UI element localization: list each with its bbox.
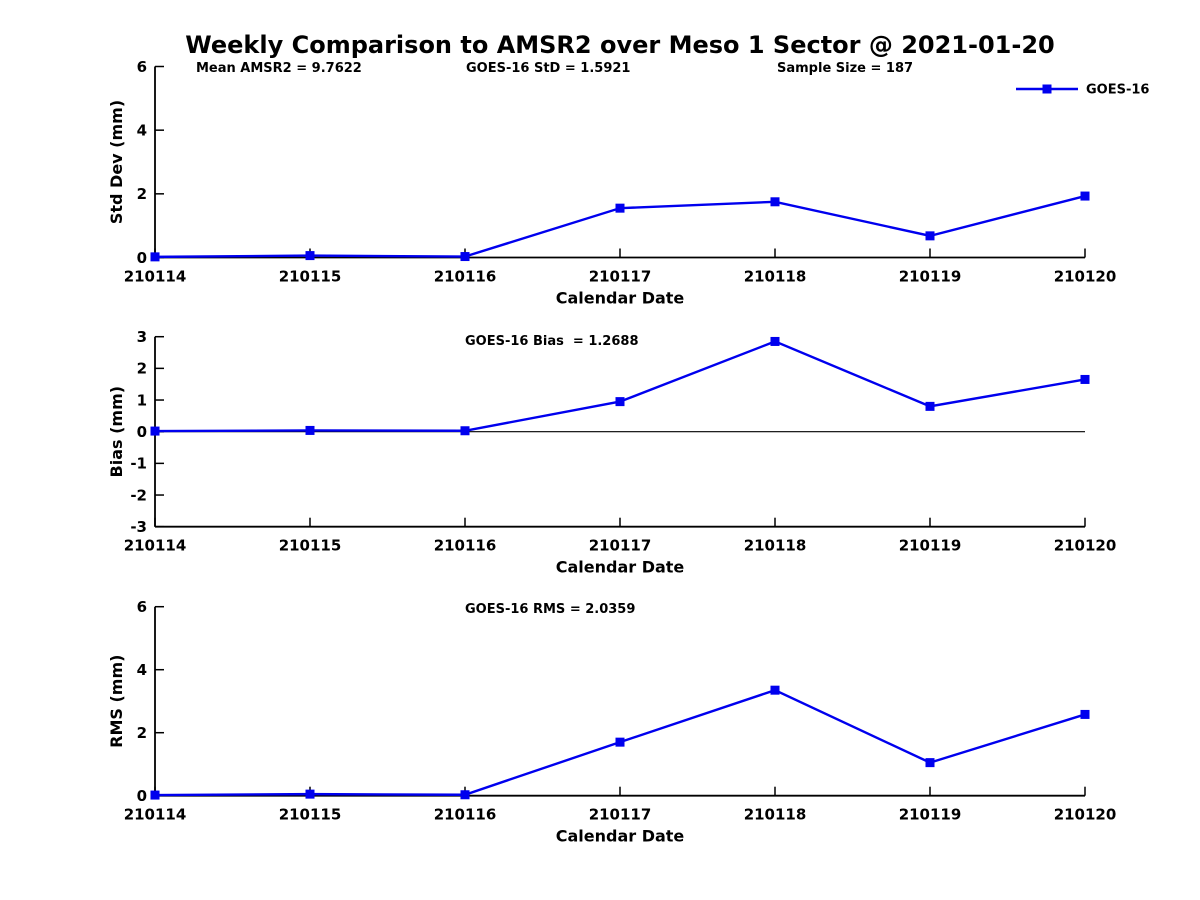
x-tick-label: 210119 [899, 268, 962, 286]
stddev-panel: 0 2 4 6 210114 210115 210116 210117 210118 210119… [107, 58, 1149, 308]
y-axis-label: RMS (mm) [107, 655, 126, 748]
data-point-marker [1080, 709, 1090, 719]
y-tick-label: 4 [137, 661, 147, 679]
stat-annotation: GOES-16 RMS = 2.0359 [465, 602, 635, 617]
x-tick-label: 210118 [744, 268, 807, 286]
data-line [154, 340, 1086, 433]
stat-annotation: Mean AMSR2 = 9.7622 [196, 61, 362, 76]
x-tick-label: 210116 [434, 806, 497, 824]
y-tick-label: 4 [137, 121, 147, 139]
x-tick-label: 210117 [589, 268, 652, 286]
x-tick-label: 210118 [744, 537, 807, 555]
y-tick-label: 6 [137, 598, 147, 616]
data-point-marker [925, 758, 935, 768]
x-tick-label: 210114 [124, 537, 187, 555]
x-tick-label: 210118 [744, 806, 807, 824]
data-point-marker [1080, 374, 1090, 384]
x-tick-label: 210116 [434, 537, 497, 555]
data-point-marker [770, 197, 780, 207]
x-axis-label: Calendar Date [556, 289, 685, 308]
y-tick-label: 6 [137, 58, 147, 76]
data-point-marker [460, 426, 470, 436]
data-point-marker [925, 401, 935, 411]
stat-annotation: Sample Size = 187 [777, 61, 913, 76]
x-tick-label: 210119 [899, 537, 962, 555]
data-point-marker [305, 251, 315, 261]
data-point-marker [460, 790, 470, 800]
x-tick-label: 210117 [589, 806, 652, 824]
x-tick-label: 210120 [1054, 537, 1117, 555]
legend-marker [1042, 84, 1052, 94]
stat-annotation: GOES-16 StD = 1.5921 [466, 61, 630, 76]
x-tick-label: 210114 [124, 806, 187, 824]
y-tick-label: -3 [130, 518, 147, 536]
y-tick-label: 0 [137, 787, 147, 805]
y-tick-label: 2 [137, 185, 147, 203]
data-point-marker [615, 397, 625, 407]
y-tick-label: 2 [137, 724, 147, 742]
data-point-marker [925, 231, 935, 241]
y-tick-label: 0 [137, 249, 147, 267]
data-point-marker [305, 789, 315, 799]
x-tick-label: 210120 [1054, 806, 1117, 824]
data-point-marker [615, 203, 625, 213]
x-tick-label: 210120 [1054, 268, 1117, 286]
y-tick-label: 1 [137, 391, 147, 409]
x-tick-label: 210117 [589, 537, 652, 555]
data-point-marker [305, 425, 315, 435]
data-point-marker [460, 252, 470, 262]
y-tick-label: 0 [137, 423, 147, 441]
x-tick-label: 210115 [279, 806, 342, 824]
x-tick-label: 210114 [124, 268, 187, 286]
data-point-marker [150, 790, 160, 800]
x-axis-label: Calendar Date [556, 827, 685, 846]
x-tick-label: 210115 [279, 537, 342, 555]
x-tick-label: 210116 [434, 268, 497, 286]
data-point-marker [770, 685, 780, 695]
y-tick-label: -2 [130, 486, 147, 504]
data-point-marker [1080, 191, 1090, 201]
data-point-marker [615, 737, 625, 747]
stat-annotation: GOES-16 Bias = 1.2688 [465, 334, 639, 349]
chart-title: Weekly Comparison to AMSR2 over Meso 1 S… [185, 31, 1055, 59]
y-axis-label: Std Dev (mm) [107, 100, 126, 224]
y-tick-label: -1 [130, 455, 147, 473]
y-tick-label: 2 [137, 360, 147, 378]
y-tick-label: 3 [137, 328, 147, 346]
legend-label: GOES-16 [1086, 83, 1149, 98]
x-tick-label: 210115 [279, 268, 342, 286]
x-tick-label: 210119 [899, 806, 962, 824]
y-axis-label: Bias (mm) [107, 386, 126, 478]
x-axis-label: Calendar Date [556, 558, 685, 577]
data-point-marker [150, 252, 160, 262]
rms-panel: 0 2 4 6 210114 210115 210116 210117 210118 210119… [107, 598, 1116, 846]
data-point-marker [150, 426, 160, 436]
data-point-marker [770, 336, 780, 346]
